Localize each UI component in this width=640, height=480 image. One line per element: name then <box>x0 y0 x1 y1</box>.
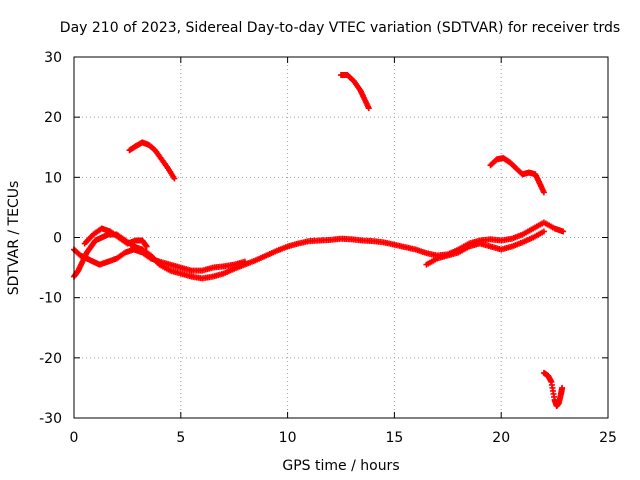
data-point <box>560 228 567 235</box>
chart-title: Day 210 of 2023, Sidereal Day-to-day VTE… <box>60 20 620 36</box>
y-tick-label: -10 <box>39 291 62 307</box>
series-lower-band <box>71 246 248 274</box>
grid-lines <box>74 57 608 418</box>
series-arc-d <box>540 369 566 409</box>
data-point <box>540 189 547 196</box>
series-upper-loop <box>81 225 150 250</box>
x-tick-label: 25 <box>599 430 617 446</box>
x-tick-label: 10 <box>279 430 297 446</box>
y-tick-label: -20 <box>39 351 62 367</box>
x-tick-label: 20 <box>492 430 510 446</box>
y-tick-label: 20 <box>44 110 62 126</box>
series-afternoon-band <box>423 228 547 268</box>
series-arc-c <box>487 155 547 196</box>
data-point <box>365 105 372 112</box>
x-tick-label: 5 <box>176 430 185 446</box>
data-point <box>143 243 150 250</box>
plot-frame <box>73 56 609 419</box>
x-tick-label: 0 <box>70 430 79 446</box>
series-arc-b <box>338 72 372 112</box>
y-tick-label: 30 <box>44 50 62 66</box>
data-point <box>559 384 566 391</box>
y-axis-title: SDTVAR / TECUs <box>6 181 22 296</box>
data-point <box>241 258 248 265</box>
data-point <box>540 228 547 235</box>
x-axis-title: GPS time / hours <box>282 458 399 474</box>
series-main-band <box>71 219 567 282</box>
x-tick-label: 15 <box>385 430 403 446</box>
y-tick-label: 0 <box>53 231 62 247</box>
data-point <box>171 175 178 182</box>
y-tick-label: -30 <box>39 411 62 427</box>
tick-labels: 0 5 10 15 20 25 -30 -20 -10 0 10 20 30 <box>39 50 617 446</box>
data-points <box>71 72 567 409</box>
series-arc-a <box>126 139 178 182</box>
y-tick-label: 10 <box>44 170 62 186</box>
